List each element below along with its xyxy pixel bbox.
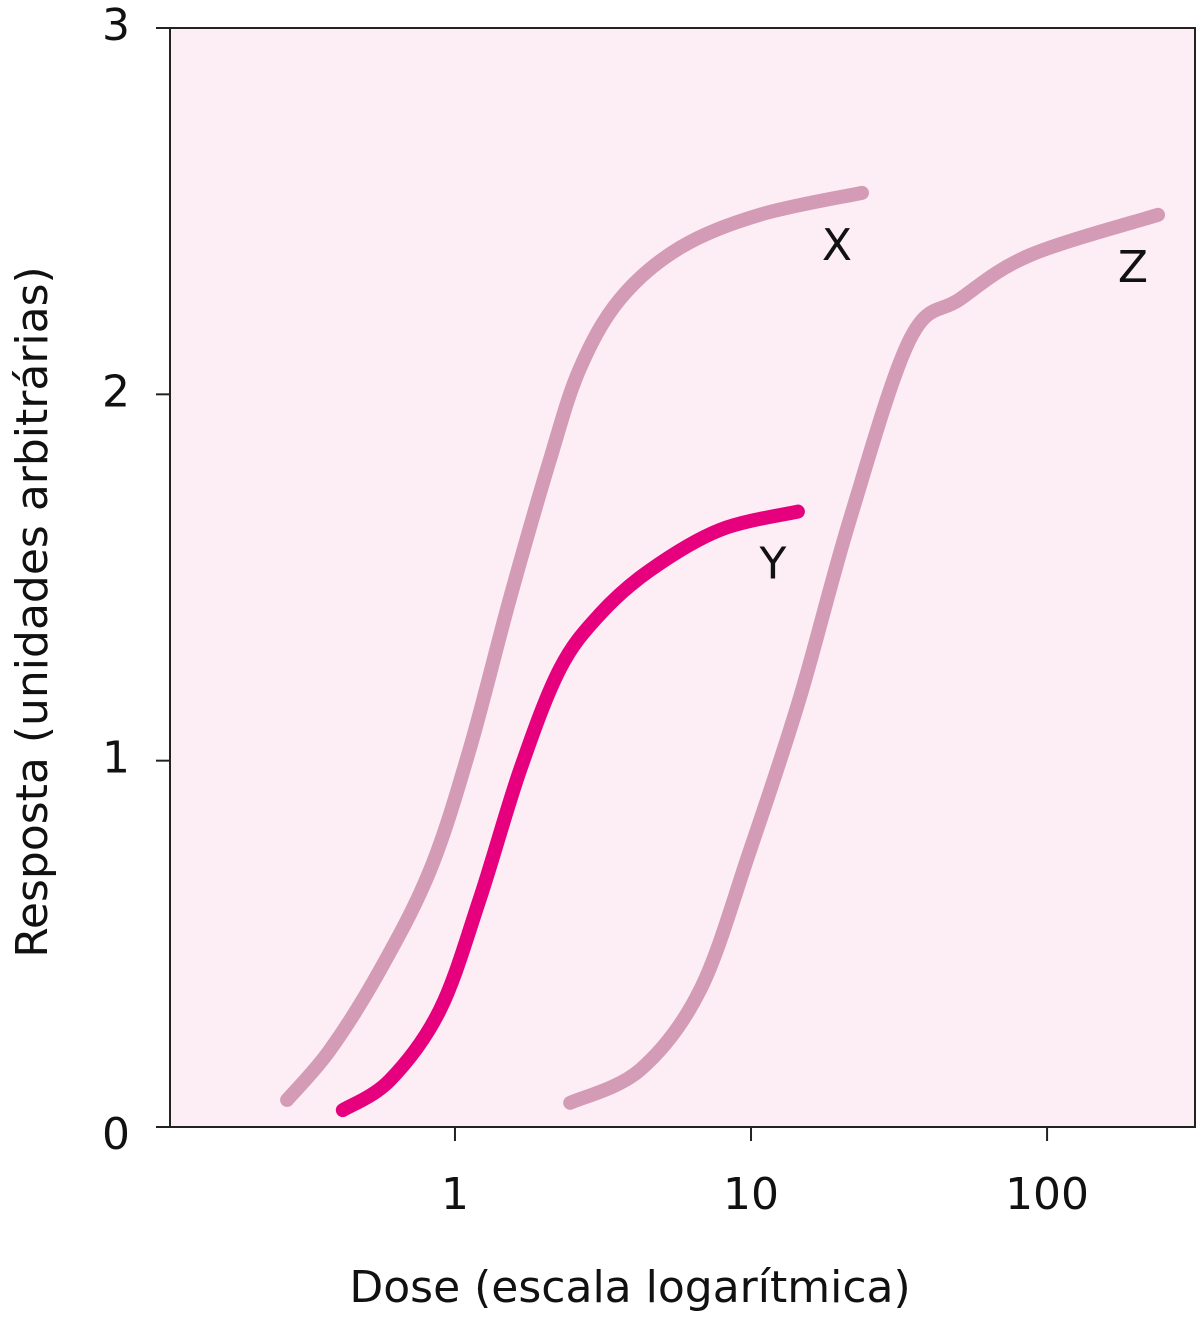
plot-area <box>169 27 1196 1128</box>
y-axis-title: Resposta (unidades arbitrárias) <box>7 266 58 957</box>
series-label: Z <box>1118 242 1148 293</box>
x-tick-label: 10 <box>723 1169 779 1220</box>
y-tick-label: 1 <box>102 733 130 784</box>
x-tick-label: 1 <box>441 1169 469 1220</box>
line-series <box>280 185 869 1107</box>
line-series <box>335 504 805 1118</box>
line-series <box>563 207 1166 1110</box>
x-tick-label: 100 <box>1005 1169 1089 1220</box>
series-label: Y <box>758 539 786 590</box>
y-tick-label: 2 <box>102 366 130 417</box>
series-label: X <box>822 220 852 271</box>
y-tick-label: 0 <box>102 1109 130 1160</box>
x-axis-title: Dose (escala logarítmica) <box>349 1262 910 1313</box>
y-tick-label: 3 <box>102 0 130 51</box>
